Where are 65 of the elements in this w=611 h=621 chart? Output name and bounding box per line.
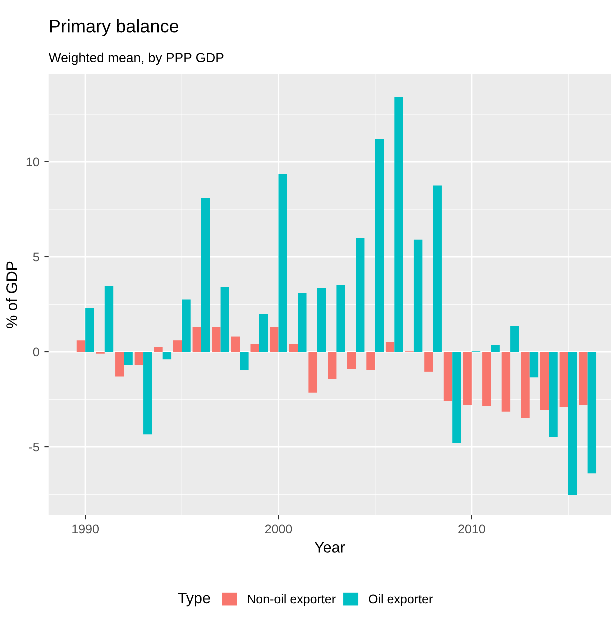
bar <box>278 174 288 352</box>
bar <box>588 352 597 474</box>
x-tick-label: 1990 <box>72 524 99 534</box>
bar <box>366 352 376 370</box>
bar <box>259 314 268 352</box>
legend-label: Oil exporter <box>369 594 433 606</box>
bar <box>154 347 163 352</box>
bar <box>482 352 492 406</box>
bar <box>212 327 221 352</box>
legend-title: Type <box>178 592 210 607</box>
bar <box>76 340 86 352</box>
bar <box>240 352 249 370</box>
bar <box>220 287 230 352</box>
bar <box>424 352 434 372</box>
bar <box>386 342 395 352</box>
bar <box>182 300 191 352</box>
bar <box>347 352 356 370</box>
bar <box>124 352 133 366</box>
x-axis-title: Year <box>314 542 346 553</box>
bar <box>289 344 298 352</box>
bar <box>231 336 240 352</box>
bar <box>336 285 346 352</box>
x-tick-label: 2000 <box>265 524 292 534</box>
bar <box>270 327 279 352</box>
bar <box>452 352 462 444</box>
bar <box>173 340 182 352</box>
bar <box>394 97 404 352</box>
chart-subtitle: Weighted mean, by PPP GDP <box>48 52 224 66</box>
bar <box>414 240 423 352</box>
bar <box>144 352 152 435</box>
bar <box>86 308 94 352</box>
bar <box>201 198 210 352</box>
bar <box>444 352 453 402</box>
bar <box>510 326 520 352</box>
y-tick-label: 10 <box>26 158 40 167</box>
y-tick-label: 0 <box>33 348 40 357</box>
bar <box>356 238 365 352</box>
bar <box>560 352 569 408</box>
bar <box>104 286 114 352</box>
bar <box>375 139 384 352</box>
y-tick-label: -5 <box>29 442 40 452</box>
bar <box>521 352 530 419</box>
bar <box>308 352 318 393</box>
y-axis-title: % of GDP <box>6 262 18 328</box>
bar <box>162 352 172 360</box>
bar <box>568 352 578 496</box>
bar <box>579 352 588 406</box>
bar <box>192 327 202 352</box>
bar <box>530 352 539 378</box>
bar <box>328 352 337 380</box>
bar <box>433 186 442 352</box>
bar <box>134 352 144 366</box>
bar <box>549 352 558 438</box>
bar <box>298 293 307 352</box>
bar <box>491 345 500 352</box>
x-tick-label: 2010 <box>458 524 486 534</box>
bar <box>116 352 124 377</box>
legend-label: Non-oil exporter <box>248 594 336 606</box>
bar <box>317 288 326 352</box>
y-tick-label: 5 <box>33 252 40 262</box>
bar <box>463 352 472 406</box>
bar <box>502 352 511 412</box>
bar <box>540 352 550 410</box>
chart-title: Primary balance <box>50 20 179 36</box>
bar <box>250 344 260 352</box>
